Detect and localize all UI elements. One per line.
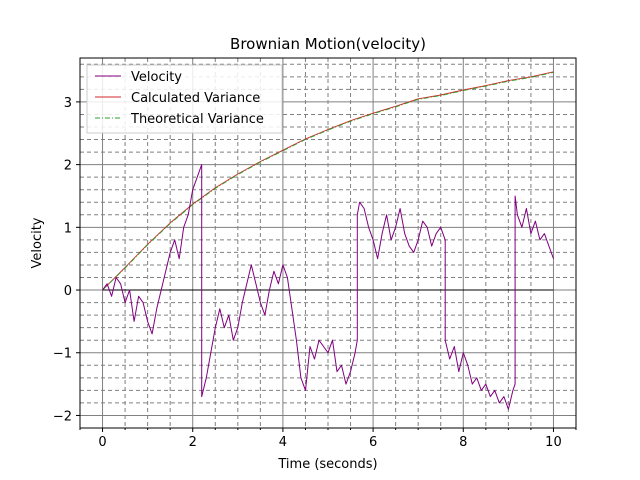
axis-ticks: 0 2 4 6 8 10 −2 −1 0 1 2 3 — [53, 96, 577, 450]
y-tick-label: 2 — [64, 159, 72, 174]
legend-label: Theoretical Variance — [130, 112, 264, 127]
y-tick-label: 1 — [64, 221, 72, 236]
x-axis-title: Time (seconds) — [277, 457, 377, 472]
grid-lines — [79, 58, 577, 428]
x-tick-label: 2 — [189, 435, 197, 450]
series-line-velocity — [102, 164, 554, 410]
chart-title: Brownian Motion(velocity) — [230, 35, 426, 53]
series-lines — [102, 71, 554, 410]
legend-box — [86, 64, 283, 134]
x-tick-label: 0 — [98, 435, 106, 450]
y-tick-label: −2 — [53, 409, 72, 424]
legend-label: Calculated Variance — [131, 91, 260, 106]
legend-label: Velocity — [131, 70, 182, 85]
x-tick-label: 4 — [279, 435, 287, 450]
y-tick-label: −1 — [53, 347, 72, 362]
legend: Velocity Calculated Variance Theoretical V… — [86, 64, 283, 134]
x-tick-label: 8 — [459, 435, 467, 450]
y-axis-title: Velocity — [30, 217, 45, 268]
y-tick-label: 0 — [64, 284, 72, 299]
y-tick-label: 3 — [64, 96, 72, 111]
series-line-theoretical-variance — [102, 71, 554, 291]
series-line-calculated-variance — [102, 71, 554, 291]
x-tick-label: 6 — [369, 435, 377, 450]
x-tick-label: 10 — [545, 435, 562, 450]
